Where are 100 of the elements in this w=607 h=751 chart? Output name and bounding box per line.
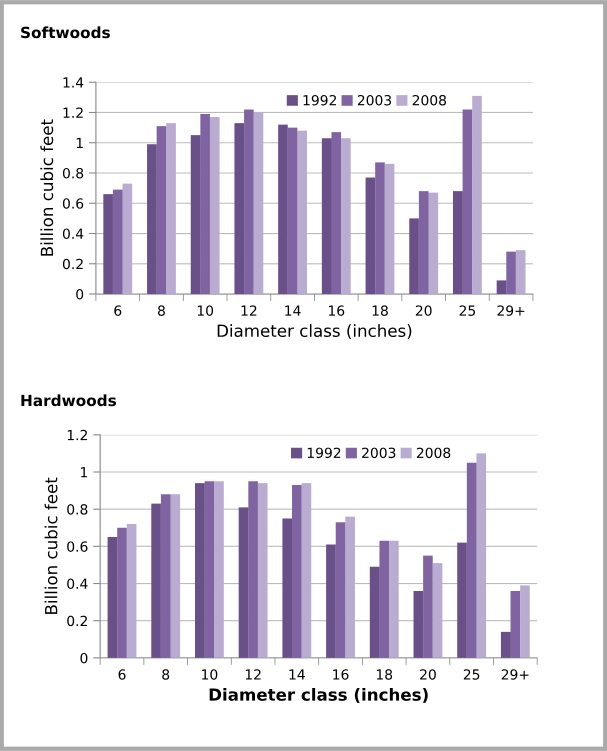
x-tick-label: 8 bbox=[162, 669, 170, 680]
bar bbox=[210, 117, 220, 294]
bar bbox=[156, 126, 166, 294]
bar bbox=[103, 194, 113, 294]
bar bbox=[452, 191, 463, 294]
x-tick-label: 6 bbox=[114, 305, 122, 316]
bar bbox=[476, 453, 486, 658]
legend-label: 2008 bbox=[416, 448, 450, 458]
legend-label: 2003 bbox=[362, 448, 396, 458]
bar bbox=[258, 483, 268, 658]
y-tick-label: 1.2 bbox=[64, 107, 83, 118]
bar bbox=[200, 114, 210, 294]
x-tick-label: 8 bbox=[158, 305, 165, 316]
bar bbox=[126, 524, 136, 658]
bar bbox=[520, 585, 530, 658]
x-axis-title: Diameter class (inches) bbox=[210, 688, 428, 703]
bar bbox=[466, 462, 476, 658]
bar bbox=[244, 109, 254, 294]
x-axis-title: Diameter class (inches) bbox=[218, 324, 412, 339]
legend-label: 1992 bbox=[304, 94, 336, 106]
bar bbox=[166, 123, 176, 294]
bar bbox=[379, 540, 390, 658]
y-tick-label: 1.2 bbox=[68, 430, 87, 440]
bar bbox=[510, 590, 520, 658]
chart-title: Hardwoods bbox=[21, 394, 116, 406]
x-tick-label: 29+ bbox=[497, 305, 524, 316]
bar bbox=[292, 485, 302, 658]
bar bbox=[389, 540, 399, 658]
y-tick-label: 0.4 bbox=[62, 228, 84, 239]
legend-label: 1992 bbox=[308, 448, 340, 458]
bar bbox=[496, 280, 506, 294]
x-tick-label: 14 bbox=[290, 669, 305, 680]
bar bbox=[190, 135, 200, 294]
bar bbox=[282, 518, 292, 658]
y-tick-label: 0 bbox=[80, 652, 88, 664]
bar bbox=[248, 481, 258, 658]
bar bbox=[278, 124, 288, 294]
y-tick-label: 0.4 bbox=[67, 578, 88, 589]
x-tick-label: 12 bbox=[242, 305, 256, 316]
bar bbox=[331, 132, 342, 294]
bar bbox=[170, 494, 180, 658]
bar bbox=[384, 164, 394, 294]
x-tick-label: 12 bbox=[246, 669, 261, 680]
y-tick-label: 0.2 bbox=[67, 616, 87, 626]
bar bbox=[254, 112, 264, 294]
y-tick-label: 0 bbox=[76, 288, 84, 300]
bar bbox=[428, 192, 438, 294]
bar bbox=[204, 481, 214, 658]
bar bbox=[423, 556, 433, 658]
bar bbox=[462, 109, 472, 294]
x-tick-label: 18 bbox=[372, 305, 388, 316]
x-tick-label: 25 bbox=[464, 669, 480, 680]
bar bbox=[288, 128, 298, 294]
bar bbox=[214, 481, 224, 658]
legend-label: 2003 bbox=[358, 94, 392, 106]
y-axis-title: Billion cubic feet bbox=[44, 478, 58, 614]
x-tick-label: 25 bbox=[460, 305, 476, 316]
bar bbox=[366, 178, 376, 294]
legend-label: 2008 bbox=[412, 94, 446, 106]
bar bbox=[194, 483, 205, 658]
y-tick-label: 1 bbox=[81, 467, 88, 478]
y-tick-label: 0.8 bbox=[67, 504, 88, 515]
bar bbox=[409, 218, 419, 294]
x-tick-label: 6 bbox=[118, 669, 126, 680]
bar bbox=[117, 528, 127, 658]
x-tick-label: 18 bbox=[376, 669, 392, 680]
x-tick-label: 14 bbox=[285, 306, 301, 316]
bar bbox=[326, 544, 336, 658]
bar bbox=[345, 516, 355, 658]
bar bbox=[112, 190, 123, 294]
x-tick-label: 20 bbox=[416, 305, 432, 316]
bar bbox=[375, 162, 385, 294]
y-axis-title: Billion cubic feet bbox=[40, 119, 54, 256]
bar bbox=[108, 537, 118, 658]
bar bbox=[418, 191, 428, 294]
bar bbox=[122, 184, 132, 294]
bar bbox=[506, 252, 516, 294]
x-tick-label: 29+ bbox=[502, 669, 529, 680]
bar bbox=[516, 250, 526, 294]
y-tick-label: 0.6 bbox=[67, 541, 88, 552]
bar bbox=[341, 138, 351, 294]
y-tick-label: 0.6 bbox=[62, 198, 84, 209]
x-tick-label: 10 bbox=[198, 305, 214, 316]
bar bbox=[500, 632, 511, 658]
bar bbox=[297, 130, 307, 294]
x-tick-label: 16 bbox=[333, 669, 348, 680]
bar bbox=[322, 138, 332, 294]
bar bbox=[414, 590, 424, 658]
y-tick-label: 0.2 bbox=[62, 258, 83, 270]
x-tick-label: 10 bbox=[202, 669, 218, 680]
x-tick-label: 16 bbox=[328, 305, 344, 316]
x-tick-label: 20 bbox=[420, 669, 436, 680]
bar bbox=[432, 563, 442, 658]
bar bbox=[472, 96, 482, 294]
bar bbox=[147, 144, 157, 294]
bar bbox=[238, 507, 248, 658]
bar bbox=[234, 123, 244, 294]
bar bbox=[302, 483, 312, 658]
bar bbox=[336, 522, 346, 658]
y-tick-label: 1 bbox=[76, 138, 83, 148]
